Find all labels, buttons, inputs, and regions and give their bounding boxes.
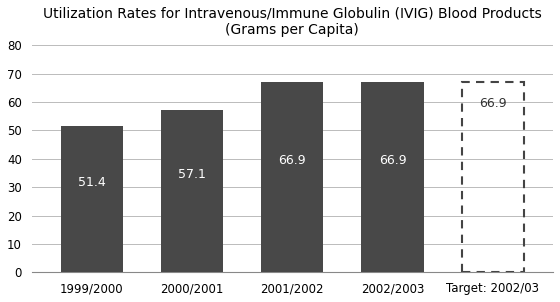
Bar [60,127,123,272]
Bar [462,82,524,272]
Bar [362,82,424,272]
Text: 57.1: 57.1 [178,168,206,181]
Title: Utilization Rates for Intravenous/Immune Globulin (IVIG) Blood Products
(Grams p: Utilization Rates for Intravenous/Immune… [43,7,542,37]
Text: 51.4: 51.4 [78,176,106,189]
Text: 66.9: 66.9 [379,154,407,167]
Text: 66.9: 66.9 [479,97,507,110]
Text: 66.9: 66.9 [278,154,306,167]
Bar [261,82,323,272]
Bar [161,110,223,272]
